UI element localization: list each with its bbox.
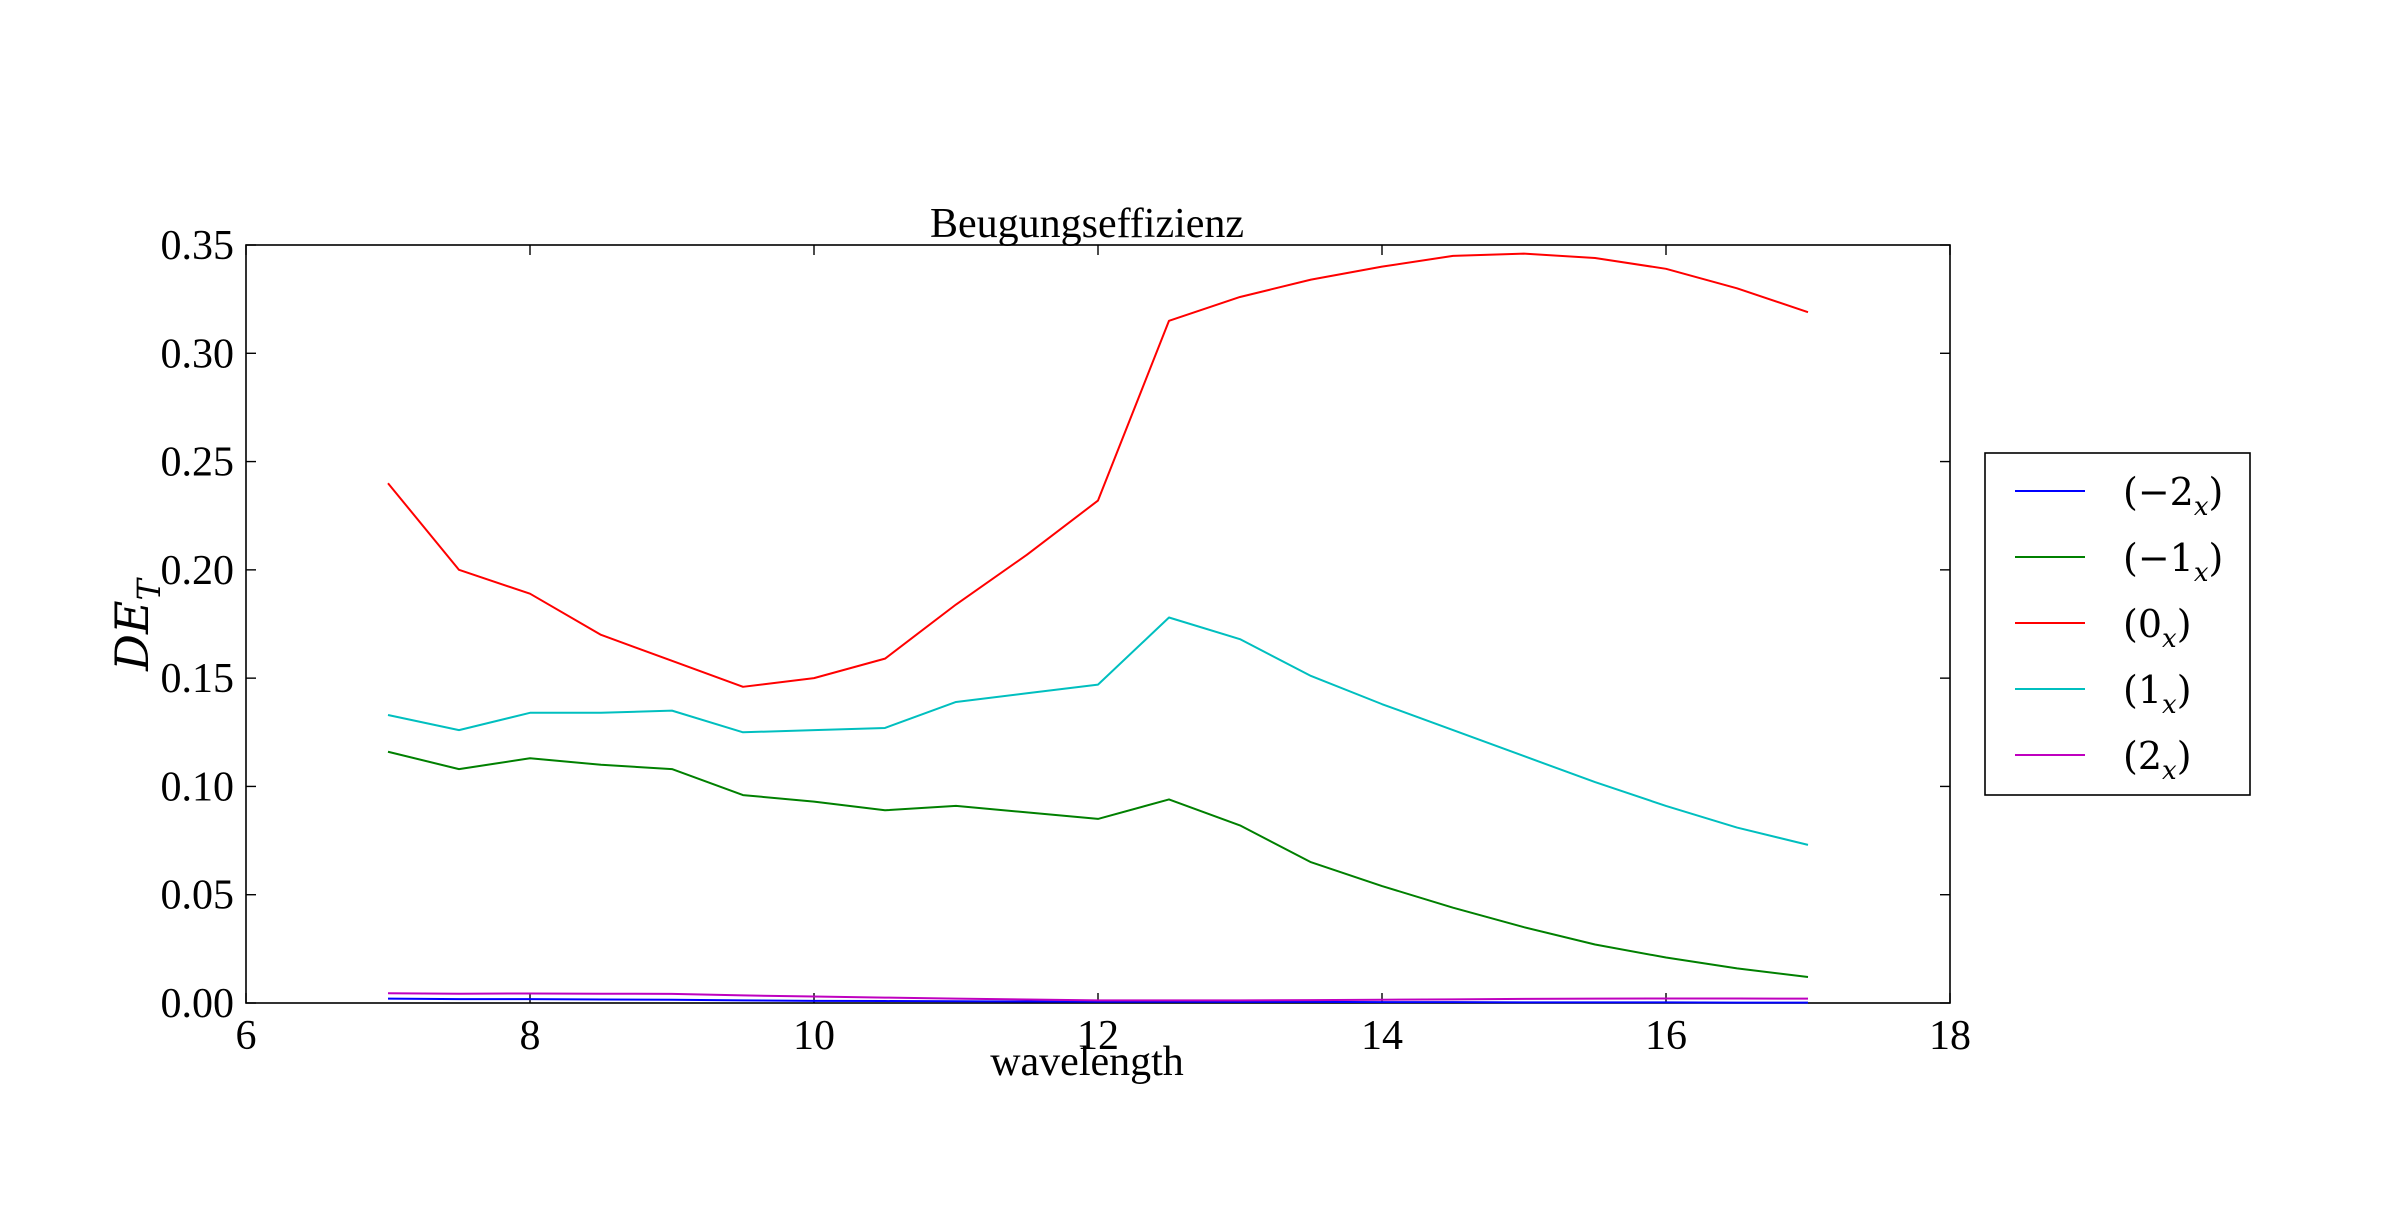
x-axis-label: wavelength <box>990 1039 1184 1085</box>
legend-label-main: (−1 <box>2123 536 2194 580</box>
y-tick-label: 0.05 <box>161 873 235 919</box>
y-tick-label: 0.10 <box>161 764 235 810</box>
legend-label-main: (0 <box>2123 602 2162 646</box>
legend-label-subscript: x <box>2162 690 2177 720</box>
y-tick-label: 0.15 <box>161 656 235 702</box>
legend-label-main: (1 <box>2123 668 2162 712</box>
legend-label-main: (−2 <box>2123 470 2194 514</box>
legend-label-main: (2 <box>2123 734 2162 778</box>
y-tick-label: 0.30 <box>161 331 235 377</box>
y-tick-label: 0.35 <box>161 223 235 269</box>
y-axis-label-main: DE <box>105 600 159 671</box>
legend-label-subscript: x <box>2194 558 2209 588</box>
y-tick-label: 0.00 <box>161 981 235 1027</box>
legend-label-close: ) <box>2177 734 2192 778</box>
legend: (−2x)(−1x)(0x)(1x)(2x) <box>1985 453 2250 795</box>
x-tick-label: 18 <box>1929 1013 1971 1059</box>
chart-title: Beugungseffizienz <box>930 201 1244 247</box>
y-tick-label: 0.25 <box>161 440 235 486</box>
x-tick-label: 16 <box>1645 1013 1687 1059</box>
x-tick-label: 14 <box>1361 1013 1403 1059</box>
legend-label-close: ) <box>2209 470 2224 514</box>
x-tick-label: 10 <box>793 1013 835 1059</box>
legend-label-close: ) <box>2177 668 2192 712</box>
legend-label-subscript: x <box>2162 624 2177 654</box>
legend-label-close: ) <box>2209 536 2224 580</box>
legend-label-close: ) <box>2177 602 2192 646</box>
y-tick-label: 0.20 <box>161 548 235 594</box>
legend-label-subscript: x <box>2194 492 2209 522</box>
y-axis-label-subscript: T <box>130 576 168 600</box>
x-tick-label: 6 <box>236 1013 257 1059</box>
x-tick-label: 8 <box>520 1013 541 1059</box>
legend-label-subscript: x <box>2162 756 2177 786</box>
